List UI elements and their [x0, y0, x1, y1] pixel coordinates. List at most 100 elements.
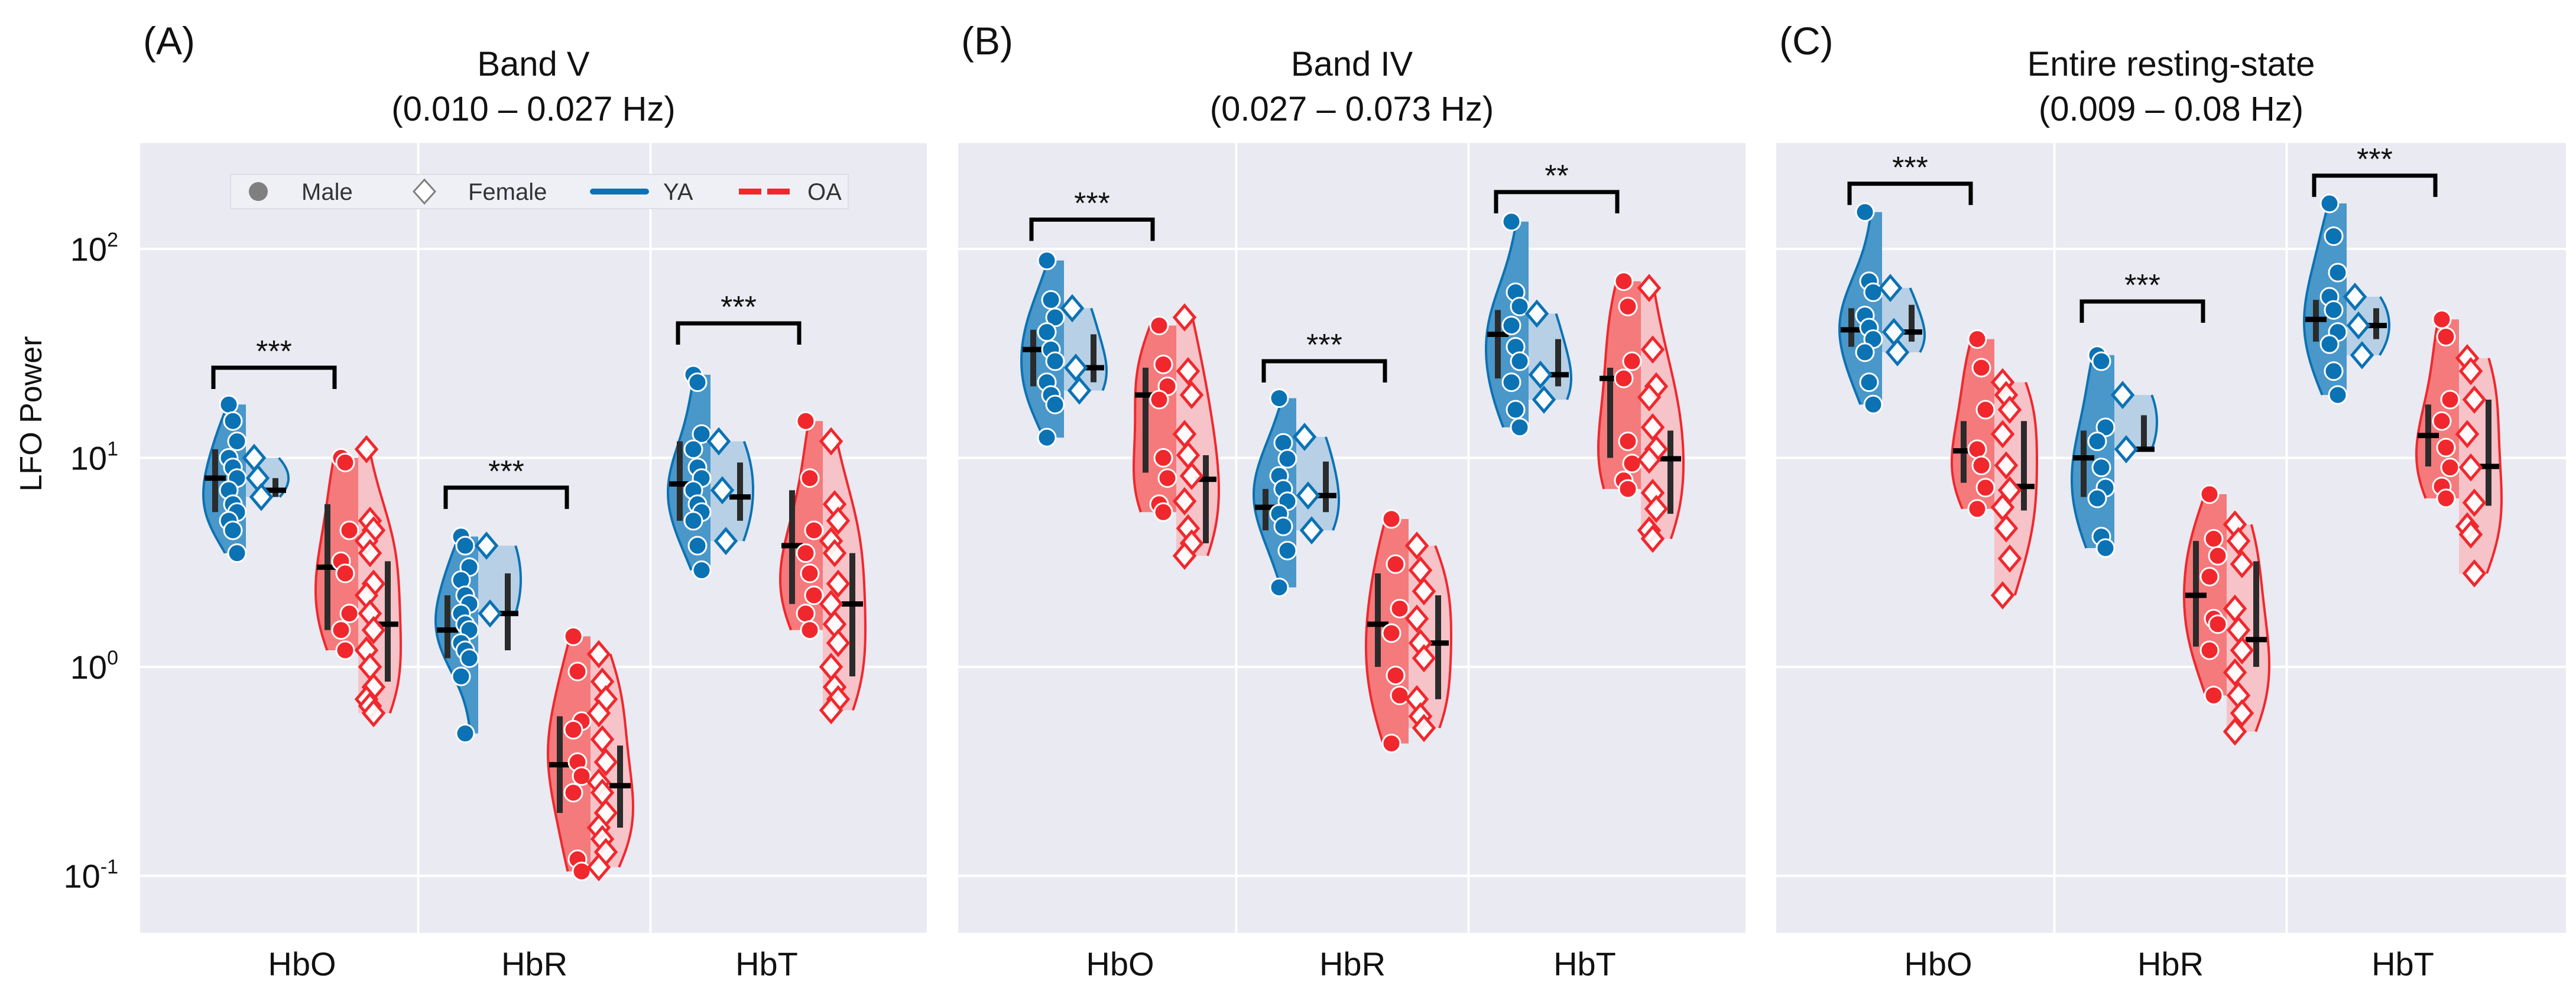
data-point-female — [2343, 283, 2367, 311]
category-hbt: *** — [666, 290, 867, 725]
data-point-male — [1971, 455, 1991, 475]
significance-label: *** — [488, 455, 524, 489]
violin-female-outline — [514, 545, 523, 614]
data-point-male — [2199, 484, 2220, 504]
data-point-male — [1863, 394, 1883, 414]
data-point-male — [692, 424, 712, 444]
x-tick-label: HbR — [1319, 945, 1386, 983]
panel-title-line: Band IV — [1291, 45, 1413, 83]
y-tick-exponent: 1 — [107, 438, 118, 461]
data-point-male — [1157, 468, 1177, 488]
significance-label: ** — [1545, 159, 1568, 193]
violin-male-outline — [2182, 494, 2207, 696]
data-point-female — [1878, 274, 1903, 302]
panel-b: (B)Band IV(0.027 – 0.073 Hz)HbO***HbR***… — [958, 19, 1746, 983]
violin-male-outline — [314, 458, 335, 651]
panel-title-line: (0.009 – 0.08 Hz) — [2039, 90, 2304, 128]
data-point-male — [1863, 282, 1883, 302]
data-point-female — [2462, 559, 2487, 588]
category-hbo: *** — [202, 335, 403, 728]
significance-bracket — [1494, 190, 1620, 213]
data-point-female — [1404, 604, 1429, 633]
data-point-male — [1037, 427, 1057, 448]
violin-female-outline — [1090, 307, 1108, 391]
data-point-female — [2462, 385, 2487, 414]
legend-oa-label: OA — [807, 179, 842, 205]
data-point-female — [1640, 413, 1665, 442]
legend-female-marker — [412, 178, 437, 205]
data-point-female — [1179, 462, 1204, 490]
data-point-male — [455, 724, 475, 744]
data-point-male — [2436, 488, 2456, 508]
data-point-male — [1149, 390, 1169, 410]
data-point-female — [1296, 481, 1321, 510]
data-point-female — [1637, 274, 1662, 302]
data-point-female — [361, 699, 386, 728]
violin-female-outline — [1909, 287, 1926, 353]
data-point-male — [2432, 411, 2452, 431]
significance-bracket — [1261, 359, 1387, 383]
data-point-male — [339, 604, 359, 624]
data-point-female — [1067, 376, 1092, 405]
data-point-male — [2432, 309, 2452, 329]
category-hbo: *** — [1020, 187, 1221, 570]
data-point-male — [1618, 432, 1638, 452]
data-point-male — [1614, 271, 1634, 291]
data-point-female — [2455, 420, 2480, 449]
significance-bracket — [211, 365, 337, 390]
data-point-male — [2095, 538, 2116, 558]
data-point-female — [710, 476, 735, 505]
x-tick-label: HbO — [1904, 945, 1972, 983]
y-tick-label: 102 — [70, 229, 118, 268]
data-point-female — [1640, 524, 1665, 553]
data-point-female — [1412, 577, 1436, 605]
significance-label: *** — [1074, 187, 1110, 221]
data-point-female — [1997, 544, 2022, 573]
panel-label: (A) — [143, 19, 195, 63]
data-point-female — [1637, 445, 1662, 474]
violin-male-outline — [2415, 319, 2440, 499]
data-point-female — [826, 569, 851, 598]
legend: Male Female YA OA — [230, 174, 849, 209]
data-point-male — [796, 604, 816, 624]
y-tick-label: 100 — [70, 647, 118, 686]
data-point-male — [563, 719, 583, 740]
significance-label: *** — [1306, 328, 1342, 362]
data-point-male — [1269, 388, 1289, 409]
data-point-female — [474, 531, 499, 560]
group-oa — [1950, 329, 2038, 610]
data-point-female — [819, 696, 843, 725]
data-point-female — [1172, 542, 1197, 570]
data-point-male — [804, 520, 824, 540]
data-point-female — [1637, 383, 1662, 411]
data-point-female — [358, 539, 382, 568]
data-point-male — [1037, 322, 1057, 342]
data-point-female — [2230, 699, 2254, 728]
data-point-male — [683, 511, 703, 531]
data-point-male — [455, 536, 475, 556]
data-point-male — [335, 452, 355, 472]
data-point-male — [335, 640, 355, 660]
data-point-female — [2350, 341, 2374, 369]
data-point-male — [2091, 458, 2111, 478]
data-point-female — [1176, 356, 1201, 385]
data-point-male — [1269, 578, 1289, 598]
data-point-female — [1299, 516, 1324, 544]
data-point-male — [1971, 358, 1991, 378]
data-point-male — [1277, 540, 1297, 560]
data-point-male — [331, 620, 351, 640]
violin-female-outline — [1324, 436, 1341, 531]
data-point-male — [2208, 546, 2228, 566]
violin-female-outline — [368, 449, 403, 714]
group-ya — [2070, 345, 2159, 558]
data-point-female — [2230, 636, 2254, 664]
group-ya — [2302, 193, 2391, 405]
data-point-female — [1994, 514, 2019, 543]
group-oa — [1132, 303, 1221, 570]
data-point-male — [2324, 226, 2344, 247]
legend-ya-label: YA — [663, 179, 693, 205]
data-point-male — [227, 543, 247, 563]
data-point-male — [1045, 351, 1065, 371]
